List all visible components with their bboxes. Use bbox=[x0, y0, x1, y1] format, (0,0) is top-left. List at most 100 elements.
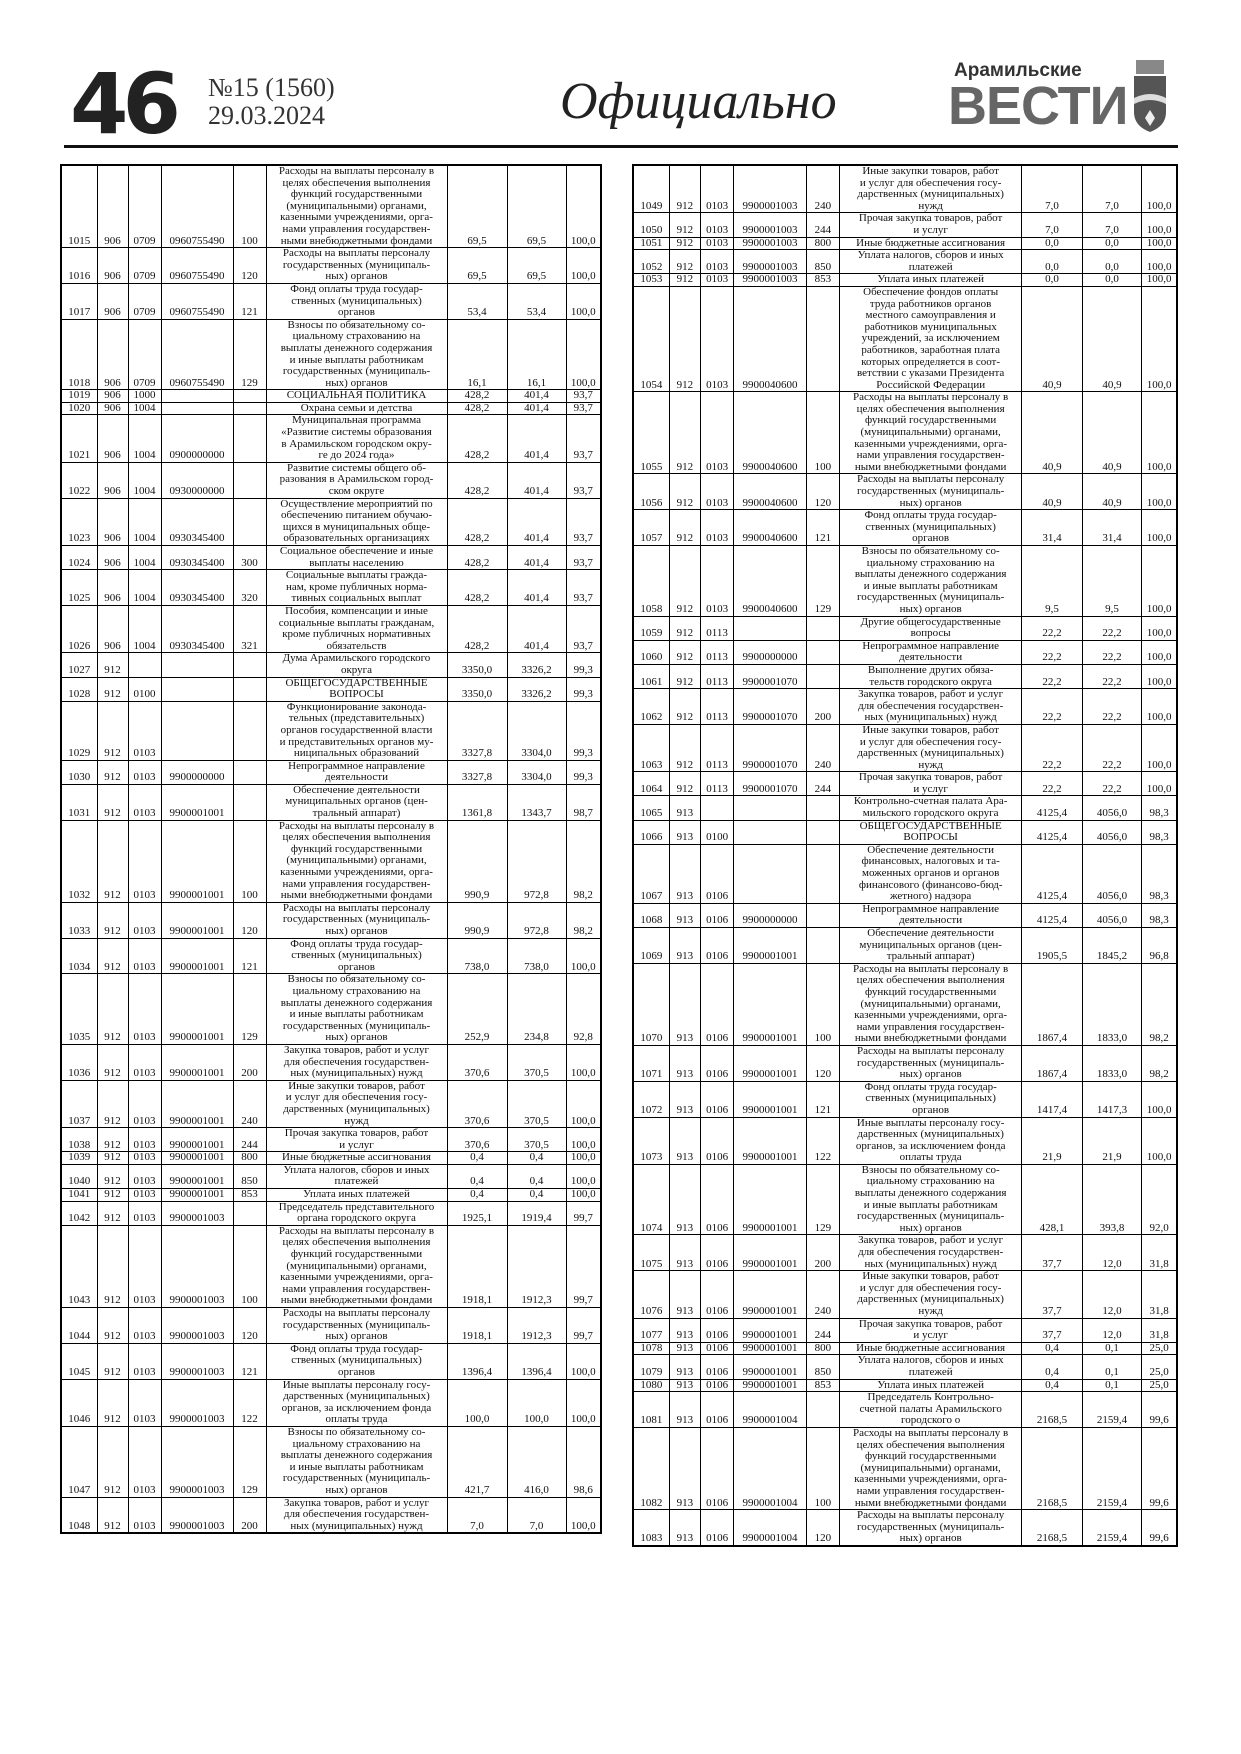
row-number: 1030 bbox=[60, 759, 98, 785]
target-article-code bbox=[160, 676, 234, 702]
section-code: 0106 bbox=[699, 1426, 735, 1511]
description: Прочая закупка товаров, работ и услуг bbox=[838, 1317, 1023, 1343]
expense-type-code: 120 bbox=[805, 473, 840, 511]
execution-percent: 100,0 bbox=[565, 1378, 602, 1427]
section-code: 0103 bbox=[699, 164, 735, 214]
executed-amount: 401,4 bbox=[506, 604, 567, 654]
table-row: 1078 913 0106 9900001001 800 Иные бюджетные а… bbox=[632, 1341, 1178, 1356]
executed-amount: 7,0 bbox=[506, 1496, 567, 1534]
row-number: 1023 bbox=[60, 497, 98, 547]
description: Прочая закупка товаров, работ и услуг bbox=[838, 212, 1023, 238]
planned-amount: 69,5 bbox=[446, 247, 508, 284]
ministry-code: 912 bbox=[668, 509, 701, 546]
expense-type-code bbox=[805, 1391, 840, 1428]
section-code: 0103 bbox=[127, 1079, 162, 1129]
row-number: 1049 bbox=[632, 164, 670, 214]
table-row: 1040 912 0103 9900001001 850 Уплата налогов, … bbox=[60, 1163, 602, 1190]
expense-type-code: 244 bbox=[232, 1127, 267, 1153]
table-row: 1028 912 0100 ОБЩЕГОСУДАРСТВЕННЫЕ ВОПРОСЫ 33… bbox=[60, 676, 602, 702]
expense-type-code: 850 bbox=[805, 1354, 840, 1380]
table-row: 1024 906 1004 0930345400 300 Социальное обесп… bbox=[60, 544, 602, 571]
planned-amount: 1361,8 bbox=[446, 783, 508, 821]
planned-amount: 22,2 bbox=[1021, 771, 1083, 797]
planned-amount: 428,2 bbox=[446, 544, 508, 571]
row-number: 1054 bbox=[632, 285, 670, 393]
description: Социальное обеспечение и иные выплаты на… bbox=[265, 544, 448, 571]
target-article-code: 9900001003 bbox=[160, 1342, 234, 1380]
expense-type-code: 129 bbox=[232, 318, 267, 391]
expense-type-code bbox=[805, 285, 840, 393]
target-article-code: 9900001001 bbox=[733, 1354, 807, 1380]
table-row: 1070 913 0106 9900001001 100 Расходы на выпла… bbox=[632, 962, 1178, 1046]
execution-percent: 100,0 bbox=[565, 1079, 602, 1129]
execution-percent: 93,7 bbox=[565, 414, 602, 463]
row-number: 1043 bbox=[60, 1224, 98, 1309]
execution-percent: 98,3 bbox=[1141, 795, 1178, 821]
table-row: 1054 912 0103 9900040600 Обеспечение фондов … bbox=[632, 285, 1178, 393]
planned-amount: 9,5 bbox=[1021, 545, 1083, 617]
expense-type-code: 321 bbox=[232, 604, 267, 654]
executed-amount: 9,5 bbox=[1081, 545, 1143, 617]
ministry-code: 913 bbox=[668, 1044, 701, 1082]
section-code: 0106 bbox=[699, 1234, 735, 1272]
section-code: 0106 bbox=[699, 927, 735, 964]
executed-amount: 7,0 bbox=[1081, 164, 1143, 214]
table-row: 1025 906 1004 0930345400 320 Социальные выпла… bbox=[60, 569, 602, 606]
target-article-code: 0960755490 bbox=[160, 282, 234, 320]
executed-amount: 1343,7 bbox=[506, 783, 567, 821]
description: Фонд оплаты труда государ- ственных (мун… bbox=[838, 509, 1023, 546]
section-code: 1004 bbox=[127, 497, 162, 547]
row-number: 1025 bbox=[60, 569, 98, 606]
target-article-code: 9900000000 bbox=[733, 902, 807, 929]
executed-amount: 22,2 bbox=[1081, 688, 1143, 725]
target-article-code: 9900001001 bbox=[733, 927, 807, 964]
planned-amount: 1867,4 bbox=[1021, 962, 1083, 1046]
expense-type-code: 121 bbox=[232, 282, 267, 320]
execution-percent: 99,6 bbox=[1141, 1391, 1178, 1428]
executed-amount: 1833,0 bbox=[1081, 1044, 1143, 1082]
ministry-code: 912 bbox=[96, 819, 129, 903]
ministry-code: 912 bbox=[96, 1079, 129, 1129]
description: Взносы по обязательному со- циальному ст… bbox=[838, 545, 1023, 617]
target-article-code bbox=[733, 819, 807, 845]
section-code: 0103 bbox=[127, 1163, 162, 1190]
execution-percent: 100,0 bbox=[1141, 615, 1178, 641]
row-number: 1082 bbox=[632, 1426, 670, 1511]
executed-amount: 4056,0 bbox=[1081, 795, 1143, 821]
execution-percent: 99,3 bbox=[565, 700, 602, 761]
table-row: 1041 912 0103 9900001001 853 Уплата иных плат… bbox=[60, 1188, 602, 1202]
ministry-code: 906 bbox=[96, 497, 129, 547]
row-number: 1032 bbox=[60, 819, 98, 903]
expense-type-code: 121 bbox=[232, 1342, 267, 1380]
target-article-code: 9900001004 bbox=[733, 1509, 807, 1547]
target-article-code bbox=[160, 700, 234, 761]
row-number: 1045 bbox=[60, 1342, 98, 1380]
row-number: 1076 bbox=[632, 1270, 670, 1319]
table-row: 1038 912 0103 9900001001 244 Прочая закупка т… bbox=[60, 1127, 602, 1153]
ministry-code: 913 bbox=[668, 902, 701, 929]
execution-percent: 100,0 bbox=[1141, 473, 1178, 511]
row-number: 1034 bbox=[60, 937, 98, 975]
ministry-code: 912 bbox=[668, 473, 701, 511]
ministry-code: 912 bbox=[96, 1127, 129, 1153]
section-code: 0103 bbox=[127, 819, 162, 903]
execution-percent: 93,7 bbox=[565, 389, 602, 403]
description: Взносы по обязательному со- циальному ст… bbox=[265, 973, 448, 1045]
description: Фонд оплаты труда государ- ственных (мун… bbox=[265, 937, 448, 975]
planned-amount: 428,2 bbox=[446, 414, 508, 463]
target-article-code: 0930345400 bbox=[160, 544, 234, 571]
execution-percent: 93,7 bbox=[565, 401, 602, 416]
table-row: 1056 912 0103 9900040600 120 Расходы на выпла… bbox=[632, 473, 1178, 511]
planned-amount: 0,4 bbox=[446, 1188, 508, 1202]
expense-type-code: 853 bbox=[805, 1378, 840, 1393]
ministry-code: 913 bbox=[668, 1163, 701, 1236]
expense-type-code: 100 bbox=[232, 1224, 267, 1309]
expense-type-code: 240 bbox=[805, 723, 840, 773]
section-code: 1004 bbox=[127, 401, 162, 416]
row-number: 1040 bbox=[60, 1163, 98, 1190]
table-row: 1053 912 0103 9900001003 853 Уплата иных плат… bbox=[632, 273, 1178, 287]
execution-percent: 99,3 bbox=[565, 759, 602, 785]
execution-percent: 100,0 bbox=[565, 318, 602, 391]
table-row: 1015 906 0709 0960755490 100 Расходы на выпла… bbox=[60, 164, 602, 249]
ministry-code: 906 bbox=[96, 569, 129, 606]
